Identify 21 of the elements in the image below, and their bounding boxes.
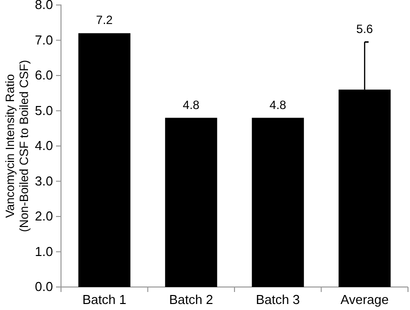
- y-tick-label: 0.0: [34, 279, 53, 294]
- y-tick-label: 3.0: [34, 173, 53, 188]
- y-tick-label: 2.0: [34, 208, 53, 224]
- x-tick-label: Batch 3: [256, 292, 300, 308]
- y-tick-label: 8.0: [34, 0, 53, 12]
- x-tick-label: Batch 2: [169, 292, 214, 308]
- annotation: 5.6: [356, 22, 374, 36]
- y-tick-label: 7.0: [34, 32, 53, 48]
- x-tick-label: Average: [340, 292, 389, 308]
- y-tick-label: 1.0: [34, 244, 53, 259]
- bar: [252, 118, 304, 287]
- x-tick-label: Batch 1: [82, 292, 126, 308]
- data-label: 4.8: [270, 98, 287, 112]
- bar: [78, 33, 130, 287]
- data-label: 4.8: [182, 98, 200, 112]
- data-label: 7.2: [96, 13, 114, 28]
- y-axis-title: Vancomycin Intensity Ratio (Non-Boiled CSF to Boiled CSF): [3, 60, 31, 232]
- y-tick-label: 6.0: [34, 68, 53, 83]
- bar: [165, 118, 218, 287]
- y-tick-label: 5.0: [34, 102, 53, 118]
- y-tick-label: 4.0: [34, 138, 53, 154]
